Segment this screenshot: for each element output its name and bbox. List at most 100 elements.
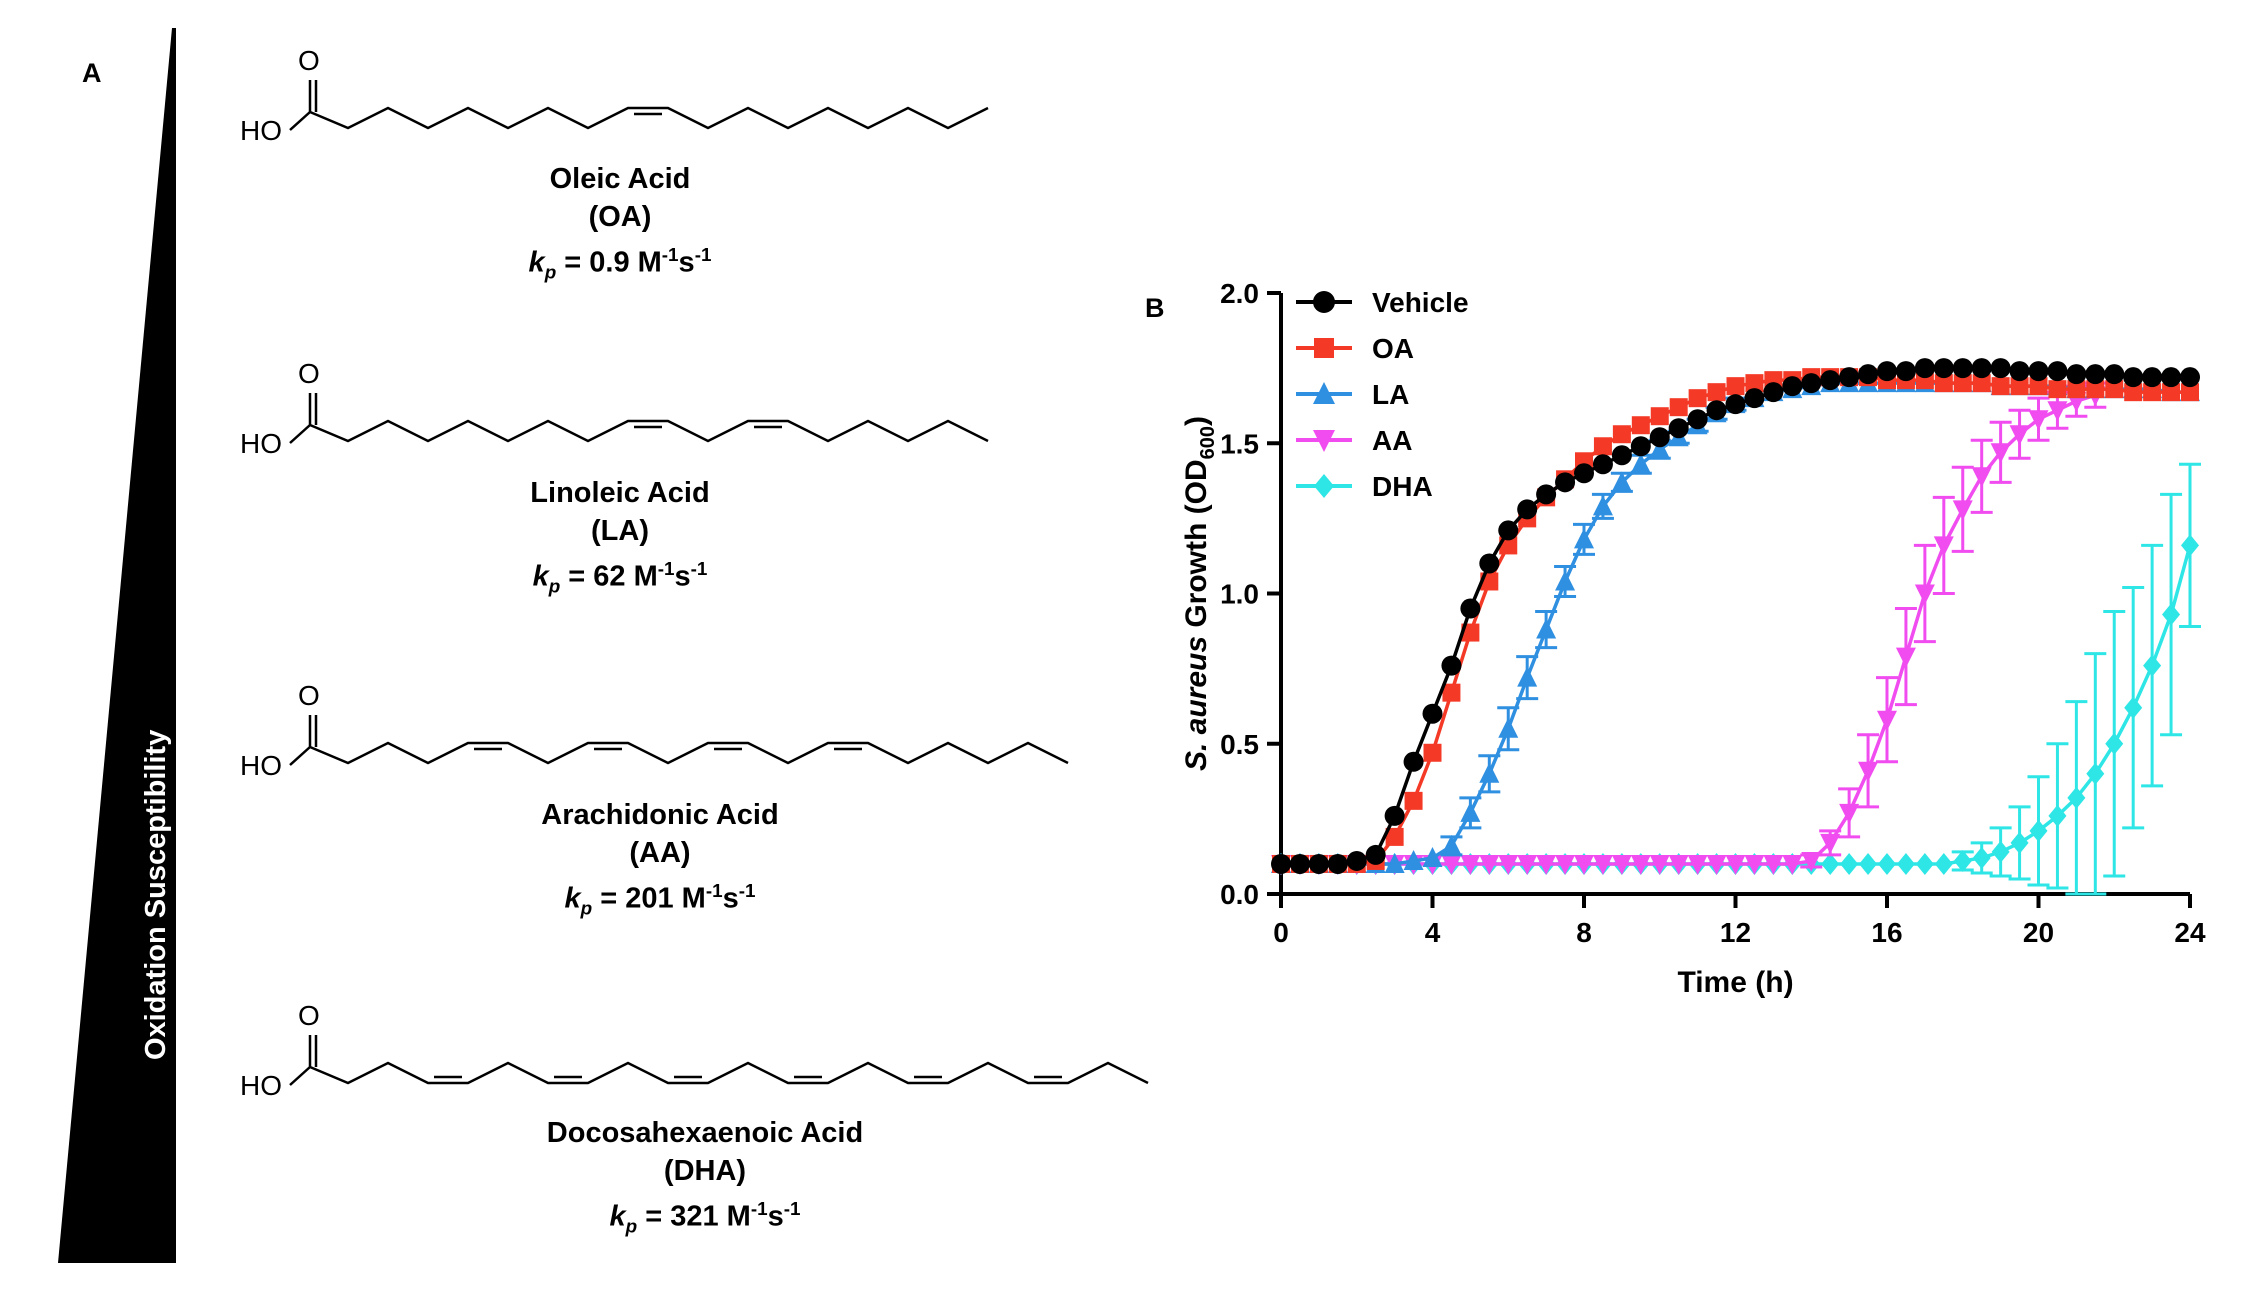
data-point: [2143, 654, 2162, 677]
oh-label: HO: [240, 428, 282, 459]
data-point: [2105, 380, 2124, 399]
o-label: O: [298, 358, 320, 389]
series-line: [1281, 375, 2190, 866]
data-point: [1952, 500, 1973, 521]
data-point: [2010, 377, 2029, 396]
data-point: [1517, 499, 1538, 520]
legend-marker: [1314, 338, 1334, 358]
data-point: [1592, 454, 1613, 475]
x-tick-label: 0: [1273, 917, 1289, 948]
data-point: [1460, 801, 1481, 822]
data-point: [2066, 364, 2087, 385]
oh-label: HO: [240, 1070, 282, 1101]
data-point: [1441, 834, 1462, 855]
oleic-acid-structure: HO O: [230, 40, 1010, 160]
data-point: [1536, 484, 1557, 505]
data-point: [1840, 852, 1859, 875]
rate-constant: kp = 62 M-1s-1: [532, 558, 708, 597]
data-point: [2086, 762, 2105, 785]
data-point: [1991, 377, 2010, 396]
data-point: [1744, 854, 1765, 875]
data-point: [1782, 854, 1803, 875]
data-point: [1972, 374, 1991, 393]
data-point: [1763, 382, 1784, 403]
data-point: [1820, 833, 1841, 854]
data-point: [2028, 361, 2049, 382]
data-point: [2162, 603, 2181, 626]
x-tick-label: 16: [1871, 917, 1902, 948]
data-point: [1592, 854, 1613, 875]
rate-constant: kp = 0.9 M-1s-1: [528, 244, 712, 283]
series-dha: [1272, 462, 2201, 896]
data-point: [1859, 852, 1878, 875]
data-point: [1707, 383, 1726, 402]
molecule-abbr: (AA): [629, 837, 691, 869]
data-point: [1725, 394, 1746, 415]
data-point: [1971, 467, 1992, 488]
linoleic-acid-caption: Linoleic Acid (LA) kp = 62 M-1s-1: [460, 474, 780, 605]
panel-b-letter: B: [1145, 293, 1165, 323]
data-point: [1611, 471, 1632, 492]
data-point: [1574, 854, 1594, 875]
data-point: [1555, 854, 1576, 875]
data-point: [1877, 710, 1897, 731]
data-point: [1460, 598, 1481, 619]
data-point: [1745, 374, 1764, 393]
data-point: [1630, 453, 1651, 474]
data-point: [1517, 666, 1538, 687]
data-point: [1725, 854, 1746, 875]
legend-label: OA: [1372, 333, 1414, 364]
data-point: [1650, 407, 1669, 426]
arachidonic-acid-structure: HO O: [230, 675, 1130, 795]
data-point: [1403, 849, 1424, 870]
data-point: [1460, 854, 1481, 875]
data-point: [1536, 854, 1557, 875]
legend-label: AA: [1372, 425, 1412, 456]
y-tick-label: 1.0: [1220, 579, 1259, 610]
data-point: [1498, 854, 1519, 875]
data-point: [2009, 425, 2030, 446]
data-point: [1612, 425, 1631, 444]
data-point: [1878, 852, 1896, 875]
rate-constant: kp = 201 M-1s-1: [564, 880, 756, 919]
data-point: [2086, 380, 2105, 399]
docosahexaenoic-acid-caption: Docosahexaenoic Acid (DHA) kp = 321 M-1s…: [510, 1114, 900, 1245]
data-point: [2180, 367, 2200, 388]
data-point: [1271, 853, 1291, 874]
data-point: [1952, 358, 1973, 379]
oh-label: HO: [240, 750, 282, 781]
data-point: [1688, 389, 1707, 408]
data-point: [1801, 373, 1822, 394]
y-tick-label: 2.0: [1220, 278, 1259, 309]
data-point: [2047, 361, 2068, 382]
legend-marker: [1313, 430, 1335, 452]
data-point: [1498, 717, 1519, 738]
data-point: [1536, 618, 1557, 639]
data-point: [1669, 398, 1688, 417]
data-point: [1630, 854, 1651, 875]
data-point: [2162, 383, 2181, 402]
data-point: [1365, 844, 1386, 865]
legend-label: LA: [1372, 379, 1409, 410]
data-point: [2123, 367, 2144, 388]
data-point: [2181, 383, 2199, 402]
data-point: [1479, 854, 1500, 875]
linoleic-acid-structure: HO O: [230, 353, 1010, 473]
data-point: [2029, 819, 2048, 842]
data-point: [1422, 703, 1443, 724]
data-point: [1706, 400, 1727, 421]
molecule-name: Linoleic Acid: [530, 477, 710, 509]
data-point: [2105, 732, 2124, 755]
data-point: [1934, 852, 1953, 875]
data-point: [2124, 696, 2143, 719]
data-point: [1649, 438, 1670, 459]
data-point: [1934, 374, 1953, 393]
panel-a-letter: A: [82, 58, 102, 88]
data-point: [1953, 374, 1972, 393]
o-label: O: [298, 45, 320, 76]
legend-marker: [1314, 474, 1334, 498]
data-point: [1744, 388, 1765, 409]
data-point: [2143, 383, 2162, 402]
data-point: [1933, 536, 1954, 557]
data-point: [1915, 852, 1934, 875]
